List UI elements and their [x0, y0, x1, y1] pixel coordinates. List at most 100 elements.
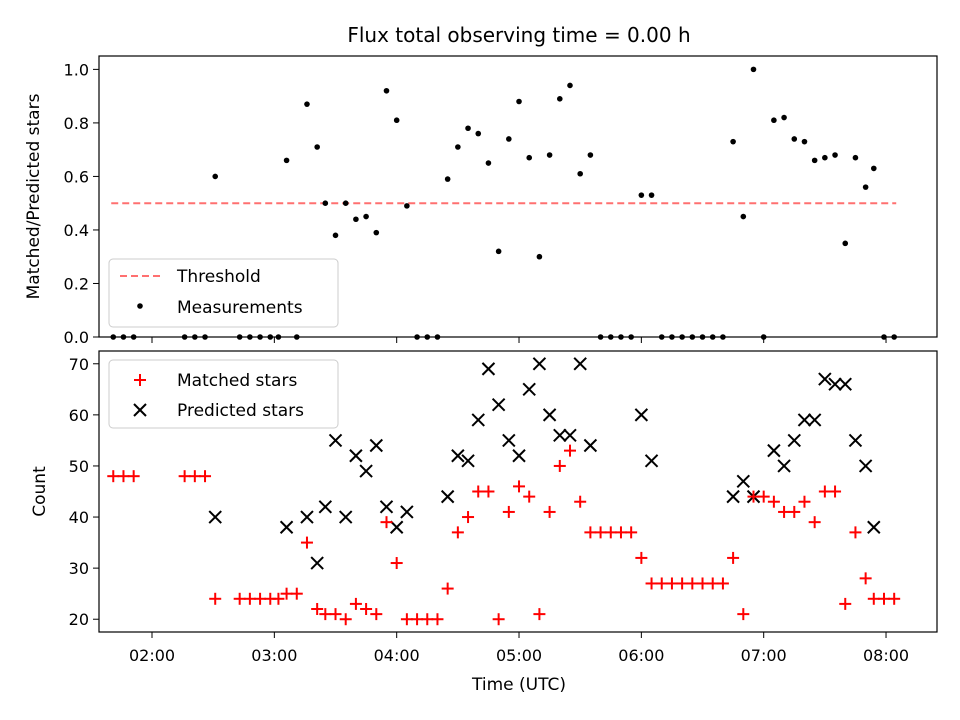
- measurement-point: [110, 334, 117, 340]
- top-y-axis-label: Matched/Predicted stars: [24, 93, 44, 299]
- measurement-point: [587, 152, 594, 158]
- measurement-point: [455, 144, 461, 150]
- predicted-star-point: [532, 357, 547, 371]
- matched-star-point: [380, 516, 393, 529]
- matched-star-point: [451, 526, 464, 539]
- matched-star-point: [523, 490, 536, 503]
- y-tick-label: 1.0: [64, 60, 89, 79]
- matched-star-point: [553, 459, 566, 472]
- measurement-point: [283, 157, 290, 164]
- x-tick-label: 08:00: [863, 646, 909, 665]
- predicted-star-point: [389, 520, 404, 534]
- predicted-star-point: [359, 464, 373, 478]
- y-tick-label: 0.8: [64, 114, 89, 133]
- predicted-star-point: [563, 428, 577, 443]
- matched-star-point: [421, 613, 434, 626]
- matched-star-point: [107, 470, 120, 483]
- matched-star-point: [349, 597, 362, 610]
- matched-star-point: [716, 577, 729, 590]
- predicted-star-point: [339, 510, 353, 524]
- matched-star-point: [300, 536, 313, 549]
- measurement-point: [801, 138, 808, 145]
- legend-measurement-swatch: [137, 303, 143, 309]
- matched-star-point: [757, 490, 770, 503]
- matched-star-point: [254, 592, 267, 605]
- matched-star-point: [665, 577, 678, 590]
- matched-star-point: [411, 613, 424, 626]
- measurement-point: [293, 334, 300, 340]
- y-tick-label: 50: [69, 457, 89, 476]
- bottom-y-axis: 20 30 40 50 60 70: [69, 355, 99, 629]
- matched-star-point: [594, 526, 607, 539]
- predicted-star-point: [634, 408, 649, 422]
- predicted-star-point: [767, 443, 781, 458]
- matched-star-point: [370, 608, 383, 621]
- measurement-point: [342, 200, 349, 206]
- y-tick-label: 0.2: [64, 274, 89, 293]
- predicted-star-point: [369, 438, 384, 453]
- predicted-star-point: [491, 397, 506, 412]
- predicted-star-point: [481, 362, 496, 376]
- measurement-point: [424, 334, 431, 340]
- measurement-point: [275, 334, 282, 340]
- measurement-point: [760, 334, 767, 340]
- measurement-point: [862, 184, 869, 190]
- measurement-point: [822, 154, 828, 161]
- y-tick-label: 0.0: [64, 328, 89, 347]
- matched-star-point: [778, 505, 791, 518]
- matched-star-point: [867, 592, 880, 605]
- matched-star-point: [492, 613, 505, 626]
- measurement-point: [465, 125, 471, 132]
- measurement-point: [181, 334, 188, 340]
- matched-star-point: [808, 516, 821, 529]
- measurement-point: [393, 117, 400, 124]
- measurement-point: [791, 136, 798, 142]
- matched-star-point: [178, 470, 191, 483]
- measurement-point: [689, 334, 696, 340]
- matched-star-point: [513, 480, 526, 493]
- predicted-star-point: [502, 433, 516, 448]
- x-tick-label: 06:00: [618, 646, 664, 665]
- predicted-star-point: [310, 556, 324, 570]
- measurement-point: [314, 144, 320, 150]
- predicted-star-point: [726, 489, 740, 504]
- y-tick-label: 30: [69, 559, 89, 578]
- measurement-point: [414, 334, 420, 340]
- x-tick-label: 05:00: [496, 646, 542, 665]
- matched-star-point: [199, 470, 212, 483]
- x-axis-label: Time (UTC): [471, 675, 566, 695]
- measurement-point: [607, 334, 614, 340]
- measurement-point: [247, 334, 253, 340]
- matched-star-point: [319, 608, 332, 621]
- measurement-point: [536, 253, 543, 260]
- legend-predicted-label: Predicted stars: [177, 401, 304, 421]
- matched-star-point: [737, 608, 750, 621]
- matched-star-point: [311, 603, 324, 616]
- measurement-point: [679, 334, 685, 340]
- matched-star-point: [604, 526, 617, 539]
- measurement-point: [556, 96, 563, 102]
- matched-star-point: [280, 587, 293, 600]
- predicted-star-point: [451, 449, 465, 463]
- matched-star-point: [614, 526, 627, 539]
- measurement-point: [709, 334, 716, 340]
- matched-star-point: [543, 505, 556, 518]
- predicted-star-point: [838, 377, 852, 391]
- matched-star-point: [290, 587, 303, 600]
- matched-star-point: [696, 577, 709, 590]
- predicted-star-point: [858, 459, 873, 473]
- matched-star-point: [188, 470, 201, 483]
- predicted-star-point: [400, 505, 414, 519]
- measurement-point: [699, 334, 706, 340]
- matched-star-point: [574, 495, 587, 508]
- matched-star-point: [767, 495, 780, 508]
- measurement-point: [577, 170, 583, 177]
- matched-star-point: [390, 557, 403, 570]
- matched-star-point: [706, 577, 719, 590]
- matched-star-point: [849, 526, 862, 539]
- bottom-legend: Matched stars Predicted stars: [108, 359, 339, 429]
- measurement-point: [332, 232, 339, 239]
- measurement-point: [506, 136, 512, 142]
- measurement-point: [669, 334, 675, 340]
- matched-star-point: [472, 485, 485, 498]
